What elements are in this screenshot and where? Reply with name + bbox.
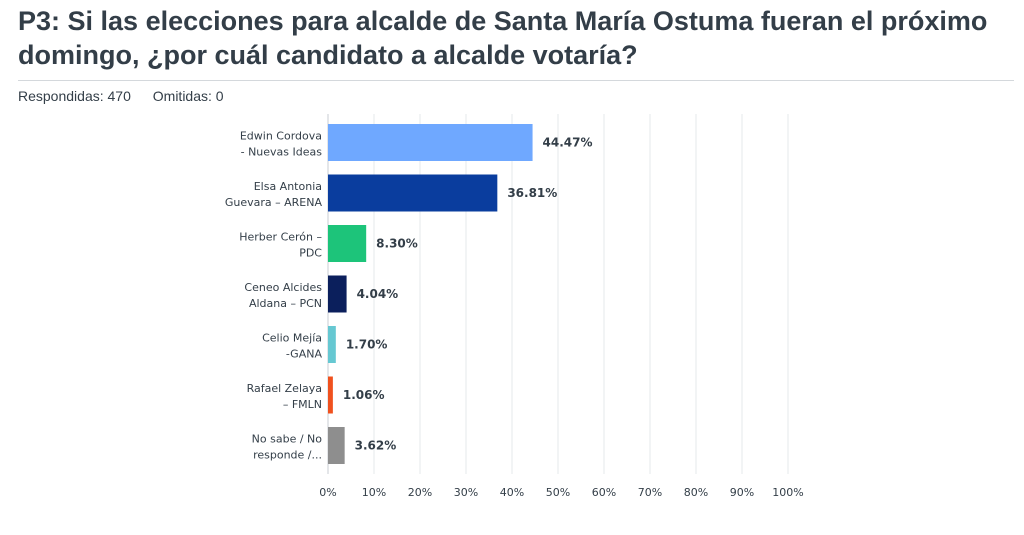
- bar: [328, 376, 333, 414]
- value-label: 1.70%: [346, 338, 388, 352]
- category-label: No sabe / No responde /...: [252, 433, 323, 462]
- answered-count: Respondidas: 470: [18, 88, 131, 104]
- category-label: Rafael Zelaya – FMLN: [247, 382, 322, 411]
- labels: 0% 10% 20% 30% 40% 50% 60% 70% 80% 90% 100% Edwin C…: [225, 130, 804, 500]
- bars: [328, 124, 533, 464]
- category-label: Ceneo Alcides Aldana – PCN: [244, 281, 322, 310]
- value-label: 3.62%: [355, 439, 397, 453]
- x-tick-label: 30%: [454, 486, 478, 499]
- x-tick-label: 20%: [408, 486, 432, 499]
- bar: [328, 225, 367, 262]
- skipped-count: Omitidas: 0: [152, 88, 224, 104]
- question-title: P3: Si las elecciones para alcalde de Sa…: [18, 6, 988, 70]
- value-label: 36.81%: [507, 186, 557, 200]
- value-label: 4.04%: [357, 287, 399, 301]
- bar: [328, 174, 498, 212]
- value-label: 1.06%: [343, 388, 385, 402]
- x-tick-label: 90%: [730, 486, 754, 499]
- x-tick-label: 60%: [592, 486, 616, 499]
- x-tick-label: 0%: [319, 486, 336, 499]
- response-stats: Respondidas: 470 Omitidas: 0: [18, 88, 242, 104]
- value-label: 44.47%: [543, 136, 593, 150]
- title-divider: [18, 80, 1014, 81]
- bar: [328, 124, 533, 161]
- bar: [328, 427, 345, 464]
- x-tick-label: 100%: [772, 486, 803, 499]
- x-tick-label: 10%: [362, 486, 386, 499]
- value-label: 8.30%: [376, 237, 418, 251]
- category-label: Celio Mejía -GANA: [262, 332, 322, 361]
- x-tick-label: 50%: [546, 486, 570, 499]
- x-tick-label: 40%: [500, 486, 524, 499]
- bar: [328, 275, 347, 313]
- x-tick-label: 80%: [684, 486, 708, 499]
- x-tick-label: 70%: [638, 486, 662, 499]
- bar: [328, 326, 336, 363]
- category-label: Elsa Antonia Guevara – ARENA: [225, 180, 323, 209]
- category-label: Herber Cerón – PDC: [239, 231, 322, 260]
- category-label: Edwin Cordova - Nuevas Ideas: [240, 130, 322, 159]
